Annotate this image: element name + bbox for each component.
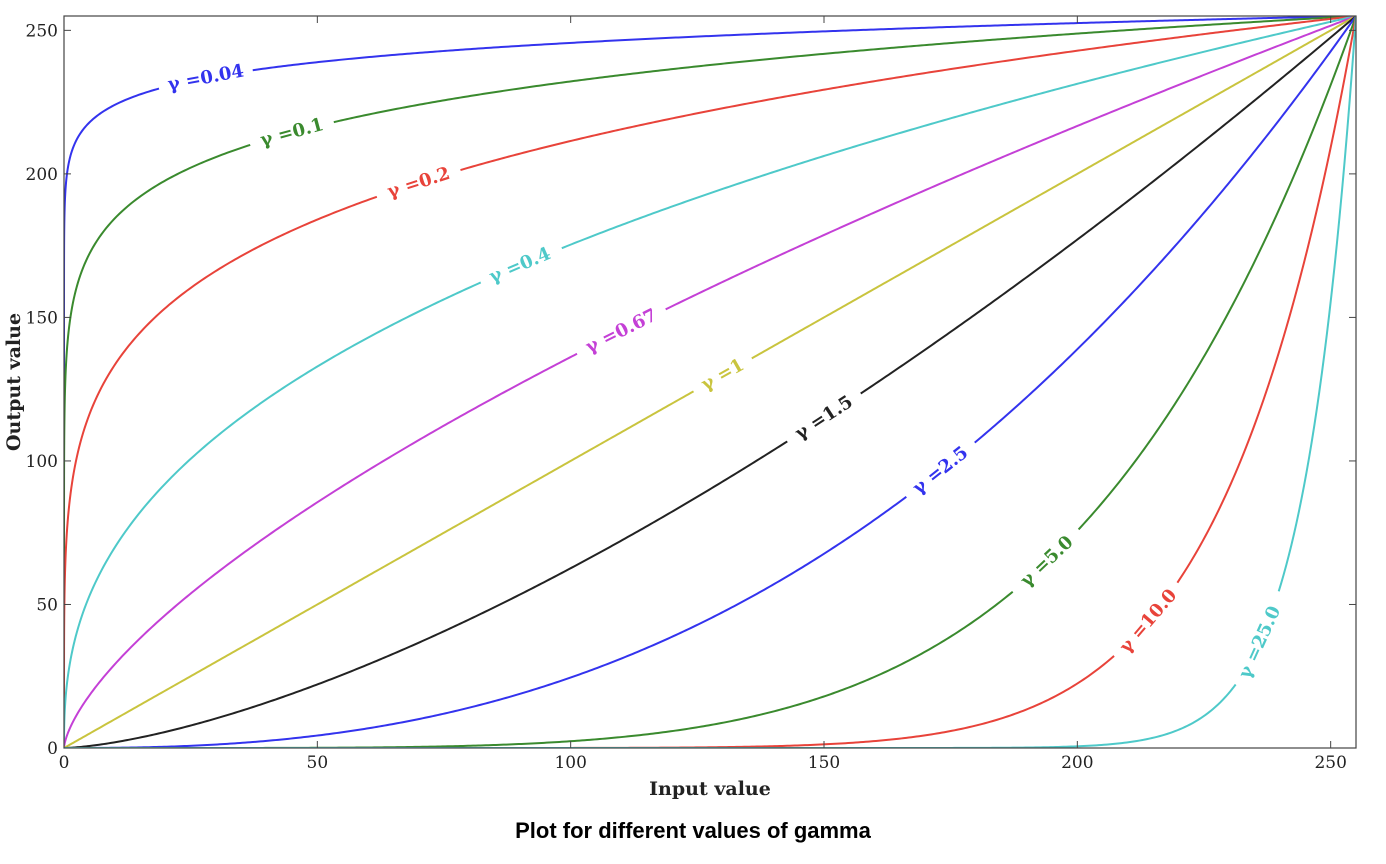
series-label-gamma-0-04: γ =0.04 — [166, 60, 246, 95]
series-label-gamma-10: γ =10.0 — [1115, 585, 1181, 657]
x-tick-label: 0 — [59, 753, 70, 773]
series-label-gamma-2-5: γ =2.5 — [909, 442, 973, 499]
series-label-gamma-1: γ =1 — [698, 354, 748, 395]
series-line-gamma-0-4 — [64, 16, 1356, 748]
x-tick-label: 200 — [1061, 753, 1093, 773]
gamma-chart: γ =0.04 γ =0.1 γ =0.2 γ =0.4 γ =0.67 γ =1 γ =1… — [3, 15, 1357, 800]
series-line-gamma-0-1 — [64, 16, 1356, 748]
x-axis-title: Input value — [649, 778, 771, 800]
x-tick-label: 50 — [307, 753, 329, 773]
series-label-gamma-5: γ =5.0 — [1016, 532, 1077, 592]
y-tick-label: 100 — [26, 452, 58, 472]
x-tick-label: 150 — [808, 753, 840, 773]
series-label-gamma-0-4: γ =0.4 — [486, 243, 554, 288]
y-tick-label: 200 — [26, 165, 58, 185]
ticks-layer: 0 50 100 150 200 250 0 50 100 150 200 250 — [26, 16, 1356, 773]
series-line-gamma-1-5 — [64, 16, 1356, 748]
series-line-gamma-0-2 — [64, 16, 1356, 748]
x-tick-label: 100 — [554, 753, 586, 773]
curve-labels-layer: γ =0.04 γ =0.1 γ =0.2 γ =0.4 γ =0.67 γ =1 γ =1… — [166, 60, 1285, 681]
y-tick-label: 0 — [47, 739, 58, 759]
series-label-gamma-0-1: γ =0.1 — [258, 114, 326, 151]
series-label-gamma-25: γ =25.0 — [1234, 603, 1285, 682]
series-label-gamma-0-67: γ =0.67 — [582, 305, 660, 358]
series-label-gamma-1-5: γ =1.5 — [791, 391, 857, 444]
series-line-gamma-0-67 — [64, 16, 1356, 748]
y-tick-label: 50 — [36, 595, 58, 615]
series-line-gamma-5 — [64, 16, 1356, 748]
figure-caption: Plot for different values of gamma — [515, 818, 871, 843]
curves-layer — [64, 16, 1356, 748]
series-label-gamma-0-2: γ =0.2 — [385, 163, 453, 203]
x-tick-label: 250 — [1314, 753, 1346, 773]
y-tick-label: 150 — [26, 308, 58, 328]
plot-frame — [63, 15, 1357, 749]
y-tick-label: 250 — [26, 21, 58, 41]
series-line-gamma-1 — [64, 16, 1356, 748]
y-axis-title: Output value — [3, 313, 25, 451]
